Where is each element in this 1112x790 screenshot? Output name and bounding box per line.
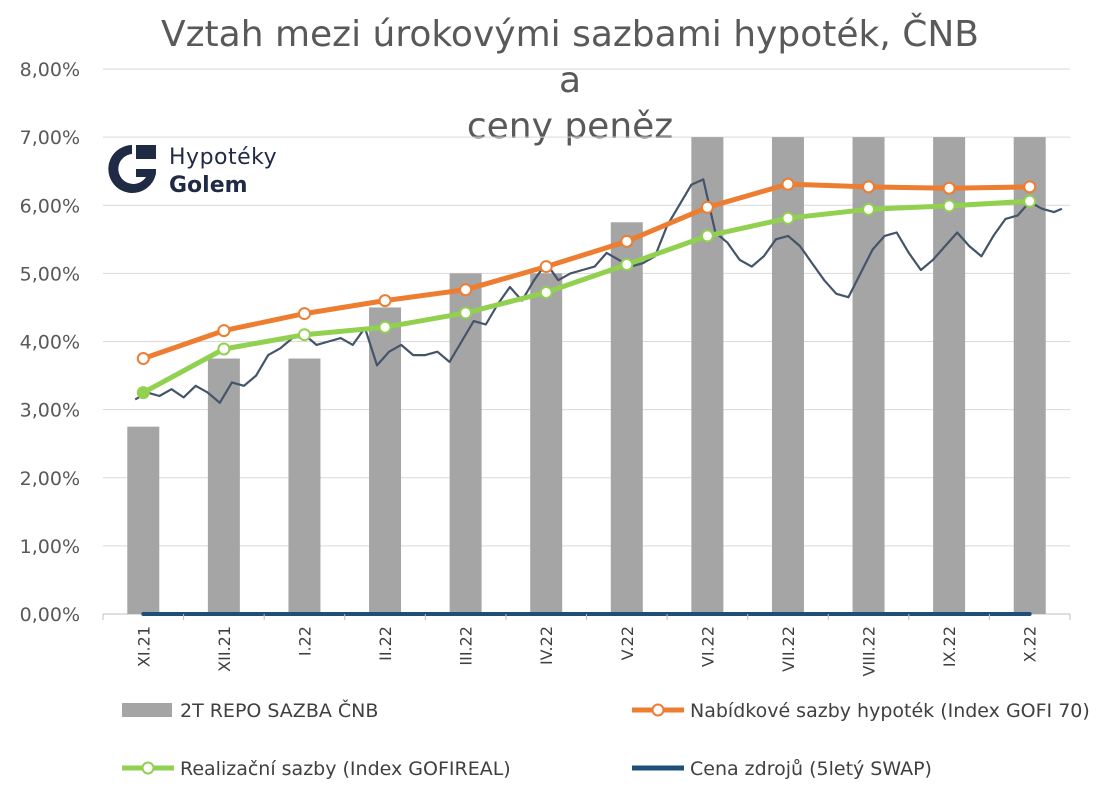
chart-title: Vztah mezi úrokovými sazbami hypoték, ČN… — [160, 12, 980, 150]
bar-repo-III.22 — [449, 273, 482, 614]
legend-label: Cena zdrojů (5letý SWAP) — [690, 758, 932, 780]
series-2-point — [297, 328, 311, 342]
x-tick-label: V.22 — [618, 626, 637, 660]
series-1-point — [459, 283, 473, 297]
y-tick-label: 2,00% — [20, 468, 80, 490]
legend: 2T REPO SAZBA ČNB Nabídkové sazby hypoték… — [122, 698, 1090, 780]
series-1-point — [297, 307, 311, 321]
x-tick-label: X.22 — [1021, 626, 1040, 662]
logo: Hypotéky Golem — [106, 143, 296, 203]
y-tick-label: 1,00% — [20, 536, 80, 558]
legend-swatch-marker — [651, 703, 665, 717]
series-1-point — [1023, 180, 1037, 194]
series-1-point — [217, 324, 231, 338]
swap-trace — [134, 178, 1063, 404]
gridlines — [103, 68, 1070, 615]
y-tick-label: 3,00% — [20, 400, 80, 422]
x-tick-label: II.22 — [376, 626, 395, 661]
y-tick-label: 5,00% — [20, 263, 80, 285]
y-tick-label: 4,00% — [20, 332, 80, 354]
series-1-point — [700, 200, 714, 214]
series-2-point — [700, 229, 714, 243]
x-tick-label: XII.21 — [215, 626, 234, 672]
x-tick-label: I.22 — [295, 626, 314, 656]
chart-title-line-1: Vztah mezi úrokovými sazbami hypoték, ČN… — [161, 14, 979, 101]
legend-label: 2T REPO SAZBA ČNB — [180, 698, 378, 722]
y-tick-label: 8,00% — [20, 59, 80, 81]
series-1-point — [539, 260, 553, 274]
bar-repo-XII.21 — [207, 358, 240, 614]
legend-label: Nabídkové sazby hypoték (Index GOFI 70) — [690, 700, 1090, 722]
golem-logo-icon — [108, 145, 156, 193]
x-tick-label: III.22 — [457, 626, 476, 666]
series-1-point — [378, 294, 392, 308]
series-1-point — [781, 177, 795, 191]
bar-repo-V.22 — [610, 222, 643, 614]
legend-swatch-marker — [141, 761, 155, 775]
series-2-point — [781, 211, 795, 225]
bar-repo-XI.21 — [127, 426, 160, 614]
series-1-point — [620, 234, 634, 248]
bar-repo-VII.22 — [771, 137, 804, 614]
series-2-point — [620, 258, 634, 272]
line-series — [136, 177, 1037, 616]
series-1-point — [942, 181, 956, 195]
x-tick-label: VIII.22 — [860, 626, 879, 677]
bar-repo-VI.22 — [691, 137, 724, 614]
bar-repo-VIII.22 — [852, 137, 885, 614]
logo-text-golem: Golem — [169, 173, 248, 198]
x-tick-label: XI.21 — [134, 626, 153, 667]
series-2-point — [136, 386, 150, 400]
series-2-point — [378, 320, 392, 334]
bar-repo-I.22 — [288, 358, 321, 614]
bar-series — [127, 137, 1046, 614]
legend-swatch-bar — [122, 703, 172, 717]
y-axis-ticks: 0,00% 1,00% 2,00% 3,00% 4,00% 5,00% 6,00% 7,00%… — [20, 59, 80, 626]
x-tick-label: VI.22 — [698, 626, 717, 667]
bar-repo-IV.22 — [530, 273, 563, 614]
y-tick-label: 7,00% — [20, 127, 80, 149]
series-2-point — [539, 285, 553, 299]
y-tick-label: 6,00% — [20, 195, 80, 217]
series-2-point — [1023, 194, 1037, 208]
series-1-point — [136, 352, 150, 366]
series-2-point — [217, 342, 231, 356]
swap-trace-line — [134, 178, 1063, 404]
series-2-point — [942, 199, 956, 213]
logo-text-hypoteky: Hypotéky — [169, 145, 278, 170]
series-2-point — [862, 202, 876, 216]
chart-title-line-2: ceny peněz — [466, 106, 674, 147]
x-tick-label: IV.22 — [537, 626, 556, 665]
legend-label: Realizační sazby (Index GOFIREAL) — [180, 758, 511, 780]
x-axis-ticks: XI.21 XII.21 I.22 II.22 III.22 IV.22 V.22 VI.22… — [102, 614, 1071, 677]
series-line-2 — [140, 198, 1033, 396]
series-2-point — [459, 306, 473, 320]
bar-repo-IX.22 — [933, 137, 966, 614]
y-tick-label: 0,00% — [20, 604, 80, 626]
bar-repo-X.22 — [1013, 137, 1046, 614]
x-tick-label: IX.22 — [940, 626, 959, 667]
series-line-1 — [140, 181, 1033, 361]
series-1-point — [862, 180, 876, 194]
x-tick-label: VII.22 — [779, 626, 798, 672]
